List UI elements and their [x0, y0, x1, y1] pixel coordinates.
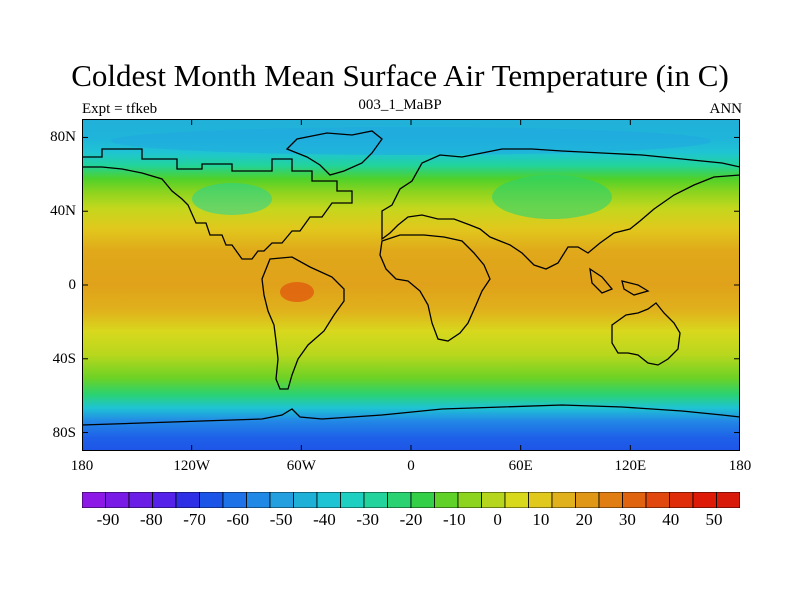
temperature-map — [82, 119, 740, 451]
colorbar-cell — [269, 492, 294, 508]
lat-label: 0 — [68, 277, 77, 293]
canada-cold-area — [192, 183, 272, 215]
lat-label: 80N — [50, 129, 76, 146]
colorbar-cell — [316, 492, 341, 508]
colorbar-cell — [551, 492, 576, 508]
colorbar-label: 0 — [493, 510, 502, 529]
colorbar-cell — [622, 492, 647, 508]
colorbar-cell — [692, 492, 717, 508]
colorbar-cell — [575, 492, 600, 508]
colorbar-cell — [598, 492, 623, 508]
colorbar-cell — [363, 492, 388, 508]
lon-label: 60W — [286, 458, 316, 474]
colorbar-label: 40 — [662, 510, 680, 529]
north-america-outline — [82, 148, 353, 260]
temperature-field — [82, 119, 740, 451]
colorbar-cell — [716, 492, 740, 508]
colorbar-cell — [246, 492, 271, 508]
colorbar-cell — [504, 492, 529, 508]
colorbar-label: -80 — [139, 510, 163, 529]
colorbar-label: -90 — [96, 510, 120, 529]
lat-label: 40N — [50, 203, 76, 220]
lon-label: 0 — [407, 458, 415, 474]
indonesia-outline — [589, 267, 650, 296]
colorbar-label: -70 — [183, 510, 206, 529]
greenland-outline — [285, 130, 383, 176]
lon-label: 60E — [508, 458, 533, 474]
colorbar-label: -40 — [313, 510, 336, 529]
colorbar-cell — [293, 492, 318, 508]
australia-outline — [611, 302, 681, 366]
siberia-cold-area — [492, 175, 612, 219]
colorbar-label: -30 — [356, 510, 380, 529]
lon-label: 120W — [173, 458, 210, 474]
period-label: ANN — [709, 101, 743, 117]
africa-outline — [379, 234, 491, 342]
south-america-outline — [261, 256, 345, 390]
colorbar-cell — [669, 492, 694, 508]
lat-label: 40S — [52, 350, 76, 367]
lon-label: 180 — [70, 458, 94, 474]
chart-title: Coldest Month Mean Surface Air Temperatu… — [71, 58, 729, 93]
arctic-cold-area — [111, 127, 711, 155]
colorbar-label: 50 — [705, 510, 723, 529]
colorbar-label: -50 — [269, 510, 293, 529]
amazon-warm-spot — [280, 282, 314, 302]
colorbar-cell — [481, 492, 506, 508]
colorbar-cell — [82, 492, 106, 508]
lon-label: 120E — [614, 458, 647, 474]
colorbar-label: -20 — [399, 510, 423, 529]
colorbar-cell — [175, 492, 200, 508]
colorbar-label: 20 — [575, 510, 593, 529]
lat-label: 80S — [52, 424, 76, 441]
colorbar-cell — [434, 492, 459, 508]
colorbar-cell — [645, 492, 670, 508]
map-tick-marks — [82, 119, 740, 451]
colorbar-cell — [199, 492, 224, 508]
antarctica-outline — [82, 404, 740, 426]
run-label: 003_1_MaBP — [358, 97, 442, 113]
colorbar-cell — [152, 492, 177, 508]
colorbar-label: -60 — [226, 510, 250, 529]
colorbar-cell — [457, 492, 482, 508]
colorbar-cell — [340, 492, 365, 508]
colorbar-cell — [387, 492, 412, 508]
colorbar — [82, 492, 740, 508]
colorbar-label: -10 — [442, 510, 466, 529]
colorbar-label: 10 — [532, 510, 550, 529]
colorbar-cell — [105, 492, 130, 508]
colorbar-cell — [222, 492, 247, 508]
colorbar-label: 30 — [618, 510, 636, 529]
lon-label: 180 — [728, 458, 752, 474]
colorbar-cell — [128, 492, 153, 508]
experiment-label: Expt = tfkeb — [82, 101, 158, 117]
colorbar-cell — [528, 492, 553, 508]
colorbar-cell — [410, 492, 435, 508]
europe-asia-outline — [381, 148, 740, 270]
